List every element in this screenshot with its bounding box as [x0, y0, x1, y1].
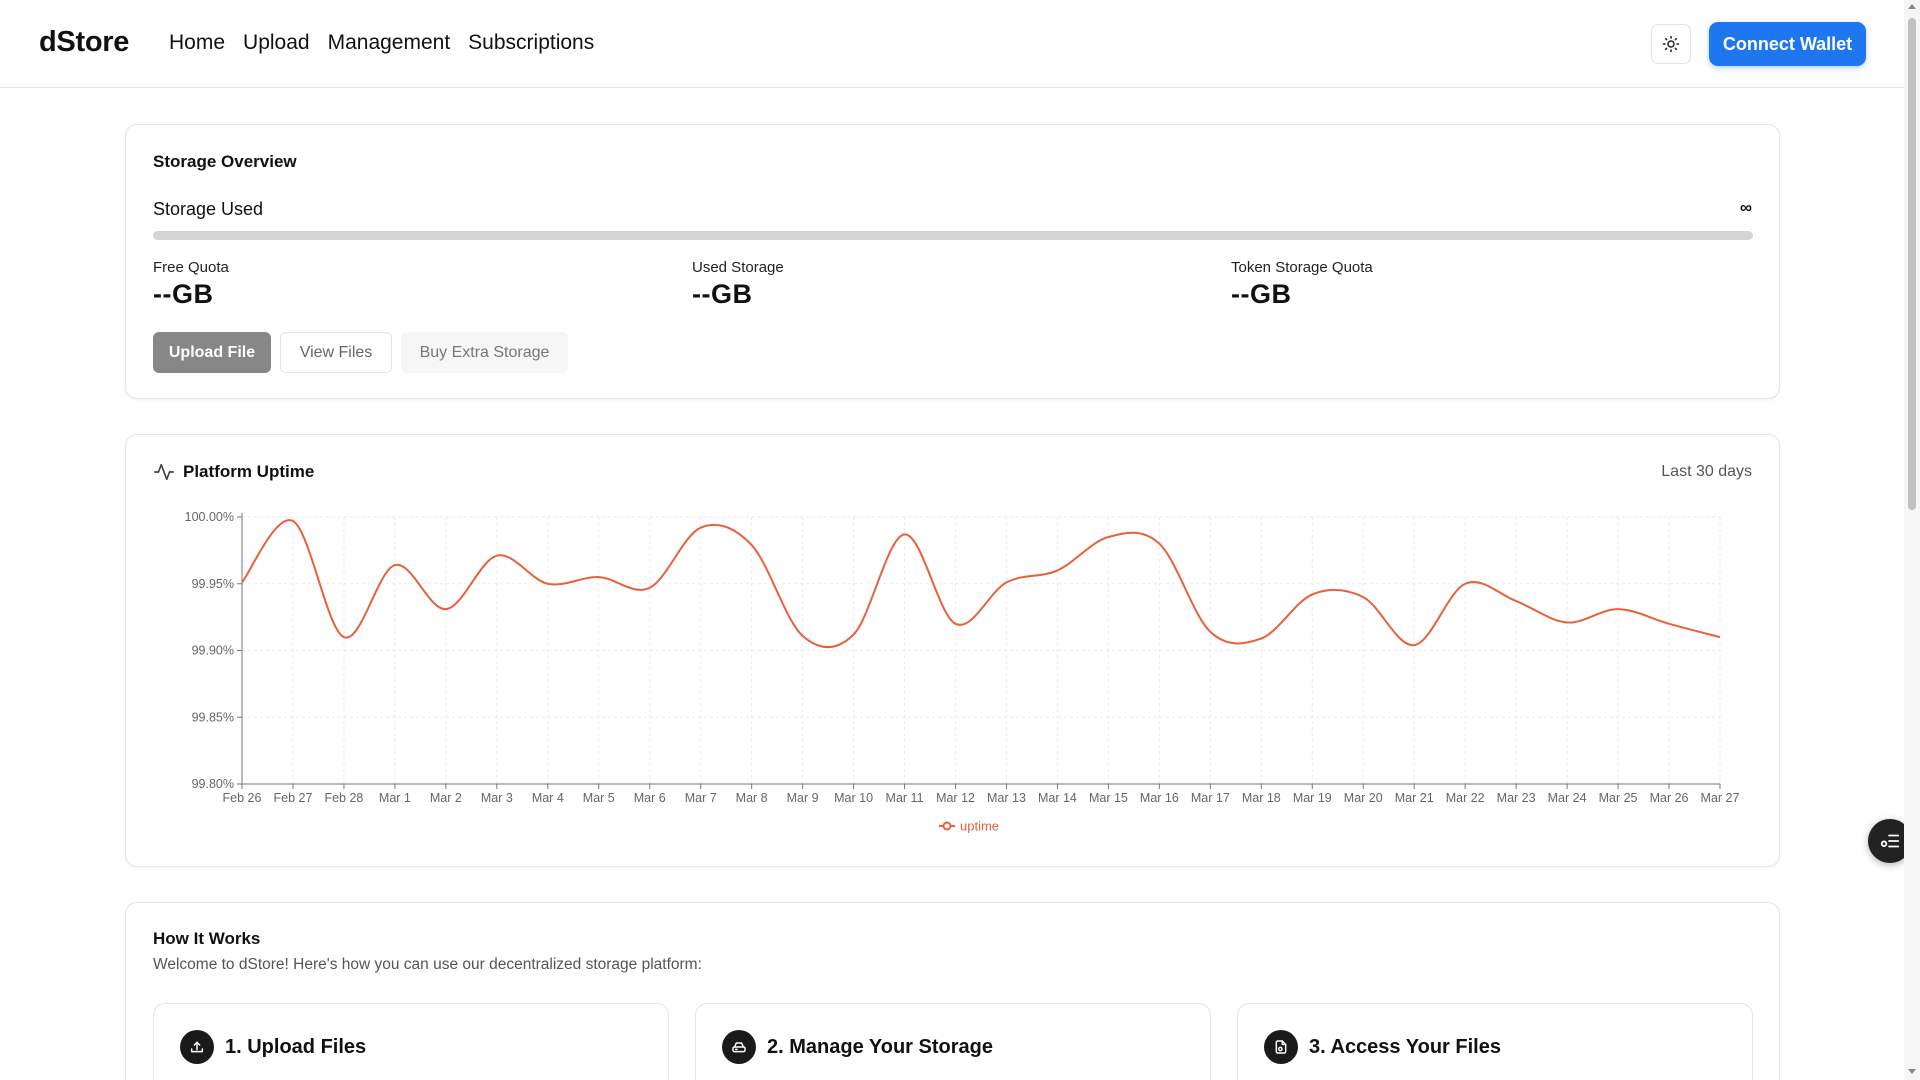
storage-progress-bar	[153, 231, 1753, 240]
uptime-range: Last 30 days	[1661, 463, 1752, 480]
legend-swatch-marker	[942, 821, 952, 831]
storage-overview-card: Storage Overview Storage Used ∞ Free Quo…	[125, 124, 1780, 399]
uptime-chart: 99.80% 99.85% 99.90% 99.95% 100.00% Feb 26 Feb…	[185, 510, 1740, 834]
uptime-title: Platform Uptime	[183, 462, 315, 481]
x-tick-label: Mar 2	[430, 791, 462, 805]
platform-uptime-card: Platform Uptime Last 30 days 99.80% 99.85…	[125, 434, 1780, 867]
x-tick-label: Mar 7	[685, 791, 717, 805]
how-it-works-subtitle: Welcome to dStore! Here's how you can us…	[153, 956, 702, 973]
x-tick-label: Feb 28	[324, 791, 363, 805]
y-tick-label: 99.90%	[192, 644, 234, 658]
stat-label: Free Quota	[153, 259, 229, 276]
top-header: dStore Home Upload Management Subscripti…	[0, 0, 1904, 88]
y-tick-label: 100.00%	[185, 510, 234, 524]
drive-icon	[722, 1030, 756, 1064]
stat-value: --GB	[692, 279, 753, 309]
x-tick-label: Mar 6	[634, 791, 666, 805]
storage-used-max: ∞	[1739, 198, 1752, 217]
step-head: 2. Manage Your Storage	[722, 1030, 993, 1064]
scroll-up-arrow-icon[interactable]	[1908, 4, 1916, 9]
nav-subscriptions[interactable]: Subscriptions	[468, 31, 595, 54]
stat-label: Token Storage Quota	[1231, 259, 1373, 276]
step-title: 2. Manage Your Storage	[767, 1035, 993, 1058]
sun-icon	[1662, 35, 1680, 53]
series-line-uptime	[241, 519, 1721, 649]
main-nav: Home Upload Management Subscriptions	[169, 31, 594, 55]
x-tick-label: Mar 27	[1701, 791, 1740, 805]
x-tick-label: Feb 26	[223, 791, 262, 805]
x-tick-label: Mar 21	[1395, 791, 1434, 805]
step-card-access[interactable]: 3. Access Your Files	[1237, 1003, 1753, 1080]
x-tick-label: Mar 4	[532, 791, 564, 805]
legend-label: uptime	[960, 819, 999, 834]
step-card-manage[interactable]: 2. Manage Your Storage	[695, 1003, 1211, 1080]
step-title: 1. Upload Files	[225, 1035, 367, 1058]
step-card-upload[interactable]: 1. Upload Files	[153, 1003, 669, 1080]
x-tick-label: Mar 26	[1650, 791, 1689, 805]
page-scrollbar[interactable]	[1904, 0, 1920, 1080]
stat-label: Used Storage	[692, 259, 784, 276]
upload-icon	[180, 1030, 214, 1064]
logo[interactable]: dStore	[39, 26, 130, 58]
x-tick-label: Mar 15	[1089, 791, 1128, 805]
connect-wallet-button[interactable]: Connect Wallet	[1709, 22, 1866, 66]
x-tick-label: Mar 19	[1293, 791, 1332, 805]
view-files-button[interactable]: View Files	[280, 332, 392, 373]
x-tick-label: Mar 1	[379, 791, 411, 805]
settings-list-icon	[1880, 834, 1900, 848]
storage-used-label: Storage Used	[153, 199, 264, 219]
uptime-header: Platform Uptime	[153, 461, 314, 483]
x-tick-label: Mar 8	[736, 791, 768, 805]
stat-free-quota: Free Quota --GB	[153, 259, 229, 310]
step-head: 3. Access Your Files	[1264, 1030, 1501, 1064]
scroll-thumb[interactable]	[1908, 18, 1916, 510]
stat-value: --GB	[153, 279, 214, 309]
x-tick-label: Mar 16	[1140, 791, 1179, 805]
stat-used-storage: Used Storage --GB	[692, 259, 784, 310]
stat-token-quota: Token Storage Quota --GB	[1231, 259, 1373, 310]
nav-home[interactable]: Home	[169, 31, 226, 54]
scroll-down-arrow-icon[interactable]	[1908, 1069, 1916, 1074]
theme-toggle-button[interactable]	[1651, 24, 1691, 64]
x-tick-label: Mar 23	[1497, 791, 1536, 805]
how-it-works-title: How It Works	[153, 929, 261, 948]
upload-file-button[interactable]: Upload File	[153, 332, 271, 373]
x-tick-label: Mar 20	[1344, 791, 1383, 805]
x-tick-label: Feb 27	[274, 791, 313, 805]
y-tick-label: 99.80%	[192, 777, 234, 791]
x-tick-label: Mar 5	[583, 791, 615, 805]
x-tick-label: Mar 9	[787, 791, 819, 805]
x-tick-label: Mar 12	[936, 791, 975, 805]
storage-overview-title: Storage Overview	[153, 152, 297, 171]
y-tick-label: 99.85%	[192, 710, 234, 724]
x-tick-label: Mar 10	[834, 791, 873, 805]
nav-management[interactable]: Management	[327, 31, 451, 54]
step-title: 3. Access Your Files	[1309, 1035, 1501, 1058]
step-head: 1. Upload Files	[180, 1030, 366, 1064]
file-icon	[1264, 1030, 1298, 1064]
buy-extra-storage-button[interactable]: Buy Extra Storage	[401, 332, 568, 373]
x-tick-label: Mar 17	[1191, 791, 1230, 805]
x-tick-label: Mar 13	[987, 791, 1026, 805]
x-tick-label: Mar 3	[481, 791, 513, 805]
stat-value: --GB	[1231, 279, 1292, 309]
nav-upload[interactable]: Upload	[243, 31, 310, 54]
y-tick-label: 99.95%	[192, 577, 234, 591]
x-tick-label: Mar 25	[1599, 791, 1638, 805]
how-it-works-card: How It Works Welcome to dStore! Here's h…	[125, 902, 1780, 1080]
x-tick-label: Mar 22	[1446, 791, 1485, 805]
x-tick-label: Mar 14	[1038, 791, 1077, 805]
x-tick-label: Mar 18	[1242, 791, 1281, 805]
x-tick-label: Mar 24	[1548, 791, 1587, 805]
activity-icon	[154, 463, 174, 481]
x-tick-label: Mar 11	[886, 791, 924, 805]
